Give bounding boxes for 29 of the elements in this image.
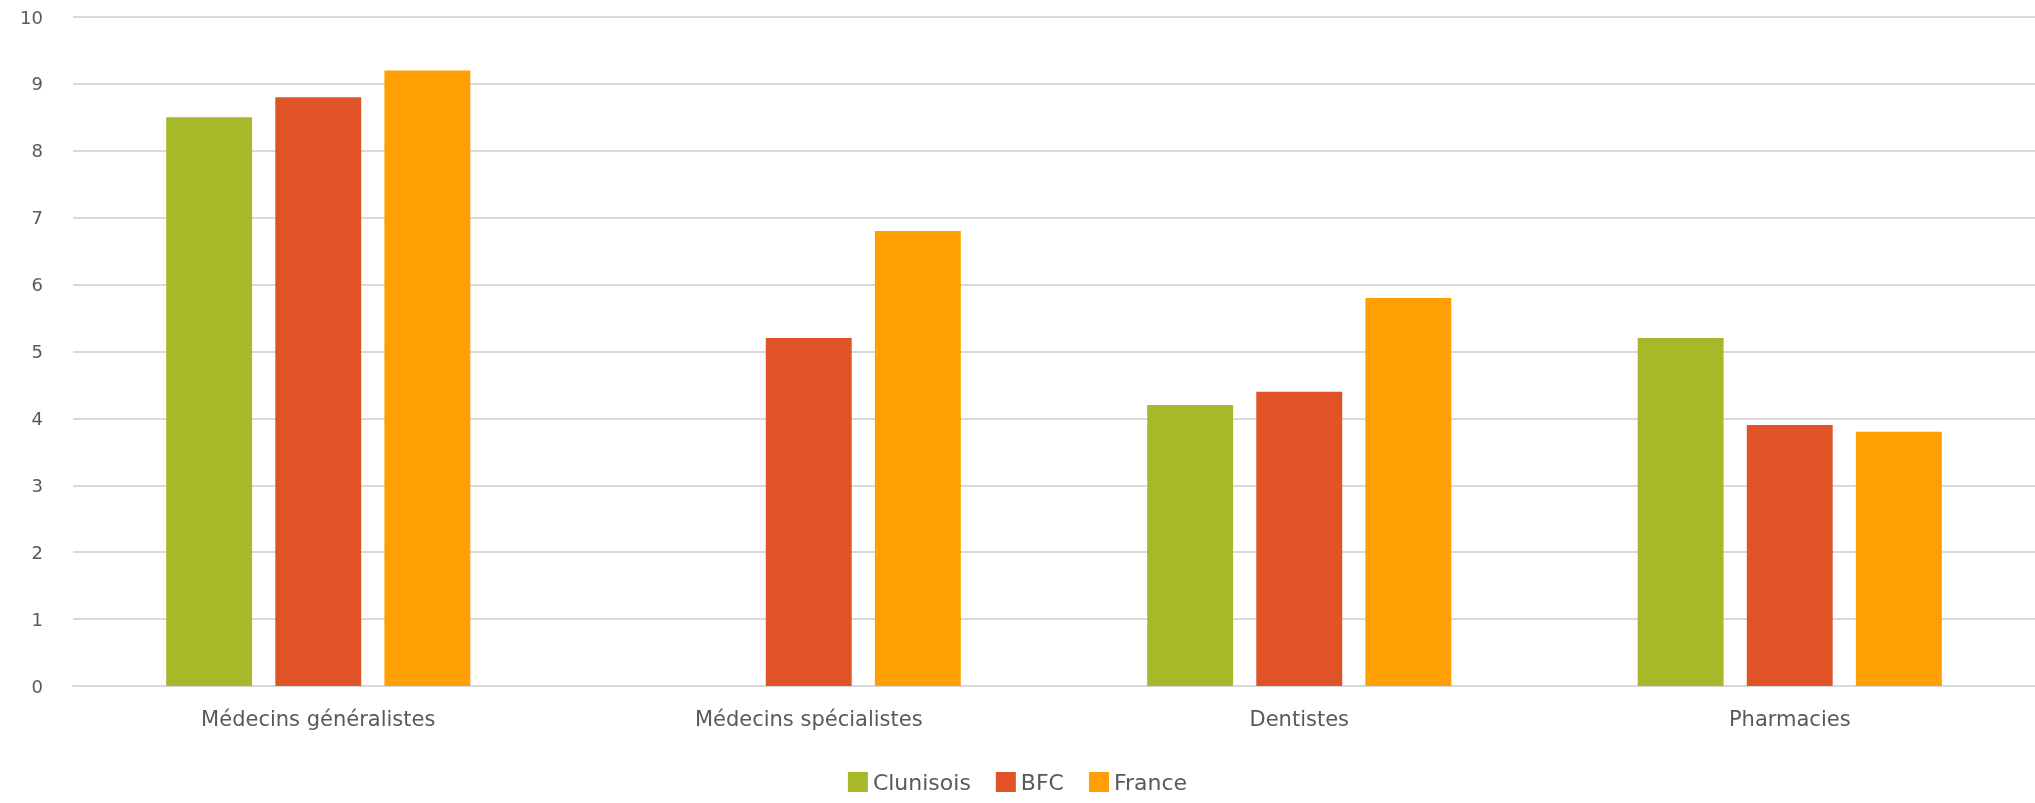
legend-label: Clunisois xyxy=(872,769,971,795)
bar xyxy=(384,70,471,686)
y-tick-label: 6 xyxy=(31,274,43,296)
y-tick-label: 2 xyxy=(31,541,43,563)
y-tick-label: 3 xyxy=(31,474,43,496)
bar xyxy=(1637,338,1724,686)
x-tick-label: Dentistes xyxy=(1249,706,1350,731)
bar xyxy=(166,117,253,686)
y-tick-label: 0 xyxy=(31,675,43,697)
y-tick-label: 8 xyxy=(31,140,43,162)
bar xyxy=(765,338,852,686)
bar xyxy=(874,231,961,686)
y-tick-label: 7 xyxy=(31,207,43,229)
x-tick-label: Médecins généralistes xyxy=(201,706,436,731)
legend-label: France xyxy=(1113,769,1188,795)
bar xyxy=(1365,297,1452,686)
y-tick-label: 9 xyxy=(31,73,43,95)
legend-label: BFC xyxy=(1020,769,1064,795)
bar xyxy=(1147,405,1234,686)
x-tick-label: Médecins spécialistes xyxy=(694,706,923,731)
bar xyxy=(1746,425,1833,686)
y-tick-label: 5 xyxy=(31,341,43,362)
y-tick-label: 4 xyxy=(31,407,43,429)
y-tick-label: 10 xyxy=(20,6,43,28)
bar xyxy=(275,97,362,686)
y-tick-label: 1 xyxy=(31,608,43,630)
x-tick-label: Pharmacies xyxy=(1728,706,1851,731)
bar xyxy=(1256,391,1343,686)
bar xyxy=(1855,431,1942,686)
